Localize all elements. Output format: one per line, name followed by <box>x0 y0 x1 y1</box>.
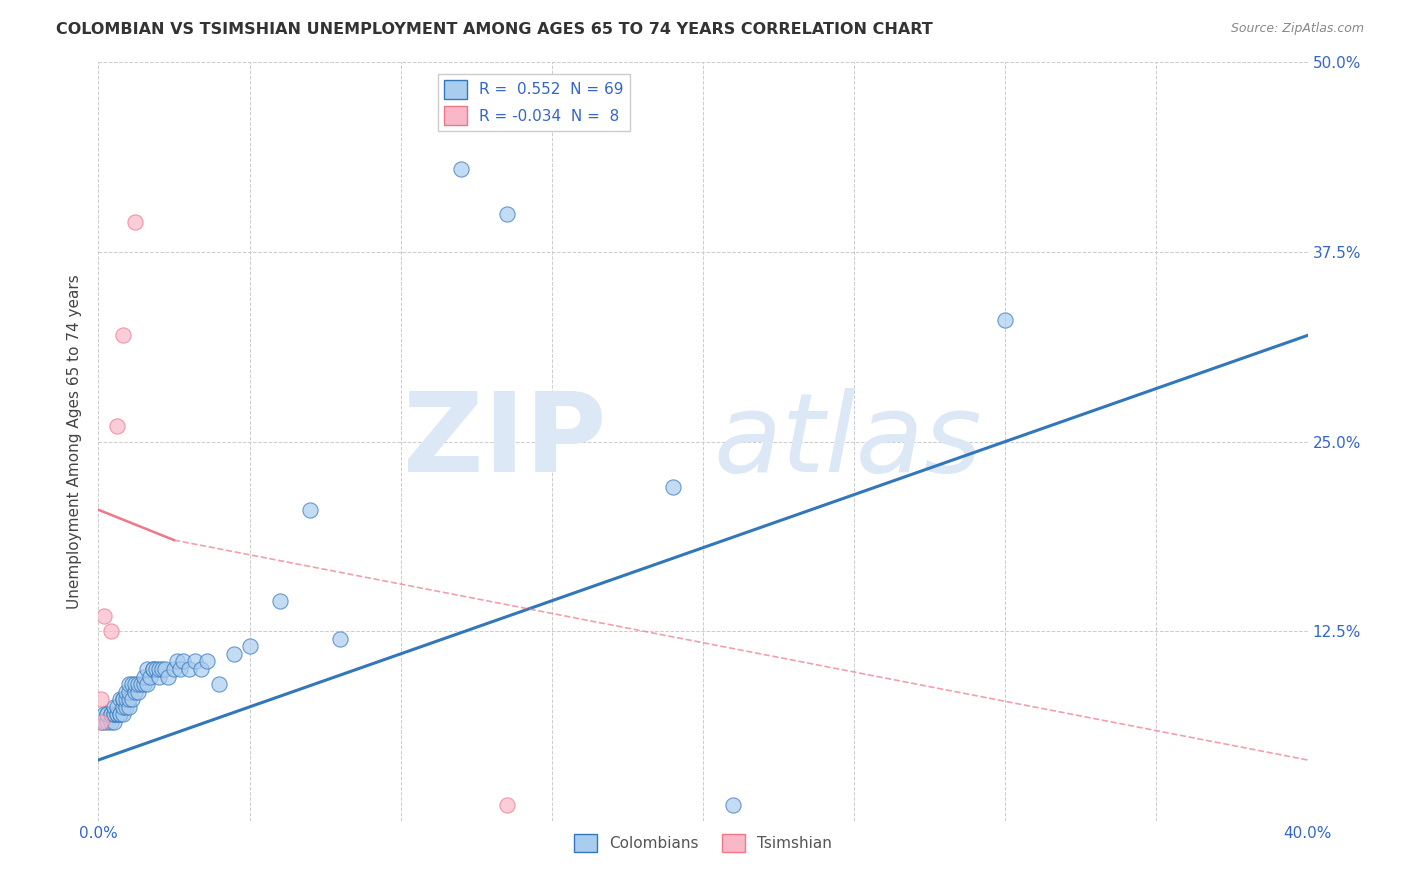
Point <box>100 707 122 722</box>
Point <box>139 669 162 683</box>
Text: COLOMBIAN VS TSIMSHIAN UNEMPLOYMENT AMONG AGES 65 TO 74 YEARS CORRELATION CHART: COLOMBIAN VS TSIMSHIAN UNEMPLOYMENT AMON… <box>56 22 934 37</box>
Point <box>994 313 1017 327</box>
Point <box>114 685 136 699</box>
Point <box>90 715 112 730</box>
Point <box>184 655 207 669</box>
Point <box>153 662 176 676</box>
Point <box>105 707 128 722</box>
Point <box>100 715 122 730</box>
Point <box>299 503 322 517</box>
Point <box>124 677 146 691</box>
Point <box>118 692 141 706</box>
Point <box>661 480 683 494</box>
Point <box>135 677 157 691</box>
Point <box>103 707 125 722</box>
Point <box>450 161 472 176</box>
Point <box>150 662 173 676</box>
Point <box>329 632 352 646</box>
Point <box>145 662 167 676</box>
Point <box>723 798 745 813</box>
Point <box>132 677 155 691</box>
Point <box>172 655 194 669</box>
Point <box>124 685 146 699</box>
Point <box>108 707 131 722</box>
Point <box>90 692 112 706</box>
Point <box>105 699 128 714</box>
Point <box>195 655 218 669</box>
Point <box>132 669 155 683</box>
Point <box>179 662 201 676</box>
Point <box>148 662 170 676</box>
Point <box>166 655 188 669</box>
Point <box>114 692 136 706</box>
Point <box>495 798 517 813</box>
Point <box>111 692 134 706</box>
Point <box>105 419 128 434</box>
Point <box>114 699 136 714</box>
Point <box>96 707 118 722</box>
Point <box>103 715 125 730</box>
Point <box>239 639 262 653</box>
Point <box>148 669 170 683</box>
Point <box>142 662 165 676</box>
Point <box>190 662 212 676</box>
Point <box>111 699 134 714</box>
Point <box>118 677 141 691</box>
Point <box>100 707 122 722</box>
Point <box>156 669 179 683</box>
Point <box>124 214 146 228</box>
Point <box>108 707 131 722</box>
Point <box>105 707 128 722</box>
Point <box>100 624 122 639</box>
Point <box>103 707 125 722</box>
Point <box>121 692 143 706</box>
Point <box>129 677 152 691</box>
Point <box>111 692 134 706</box>
Text: atlas: atlas <box>714 388 983 495</box>
Point <box>118 685 141 699</box>
Point <box>269 594 291 608</box>
Text: Source: ZipAtlas.com: Source: ZipAtlas.com <box>1230 22 1364 36</box>
Point <box>121 677 143 691</box>
Text: ZIP: ZIP <box>404 388 606 495</box>
Point <box>142 662 165 676</box>
Point <box>111 707 134 722</box>
Point <box>93 608 115 623</box>
Y-axis label: Unemployment Among Ages 65 to 74 years: Unemployment Among Ages 65 to 74 years <box>67 274 83 609</box>
Point <box>96 707 118 722</box>
Point <box>103 699 125 714</box>
Point <box>111 328 134 343</box>
Point <box>108 692 131 706</box>
Point <box>96 715 118 730</box>
Legend: Colombians, Tsimshian: Colombians, Tsimshian <box>568 828 838 858</box>
Point <box>169 662 191 676</box>
Point <box>127 685 149 699</box>
Point <box>224 647 246 661</box>
Point <box>208 677 231 691</box>
Point <box>93 715 115 730</box>
Point <box>93 707 115 722</box>
Point <box>127 677 149 691</box>
Point <box>163 662 186 676</box>
Point <box>118 699 141 714</box>
Point <box>90 715 112 730</box>
Point <box>495 207 517 221</box>
Point <box>135 662 157 676</box>
